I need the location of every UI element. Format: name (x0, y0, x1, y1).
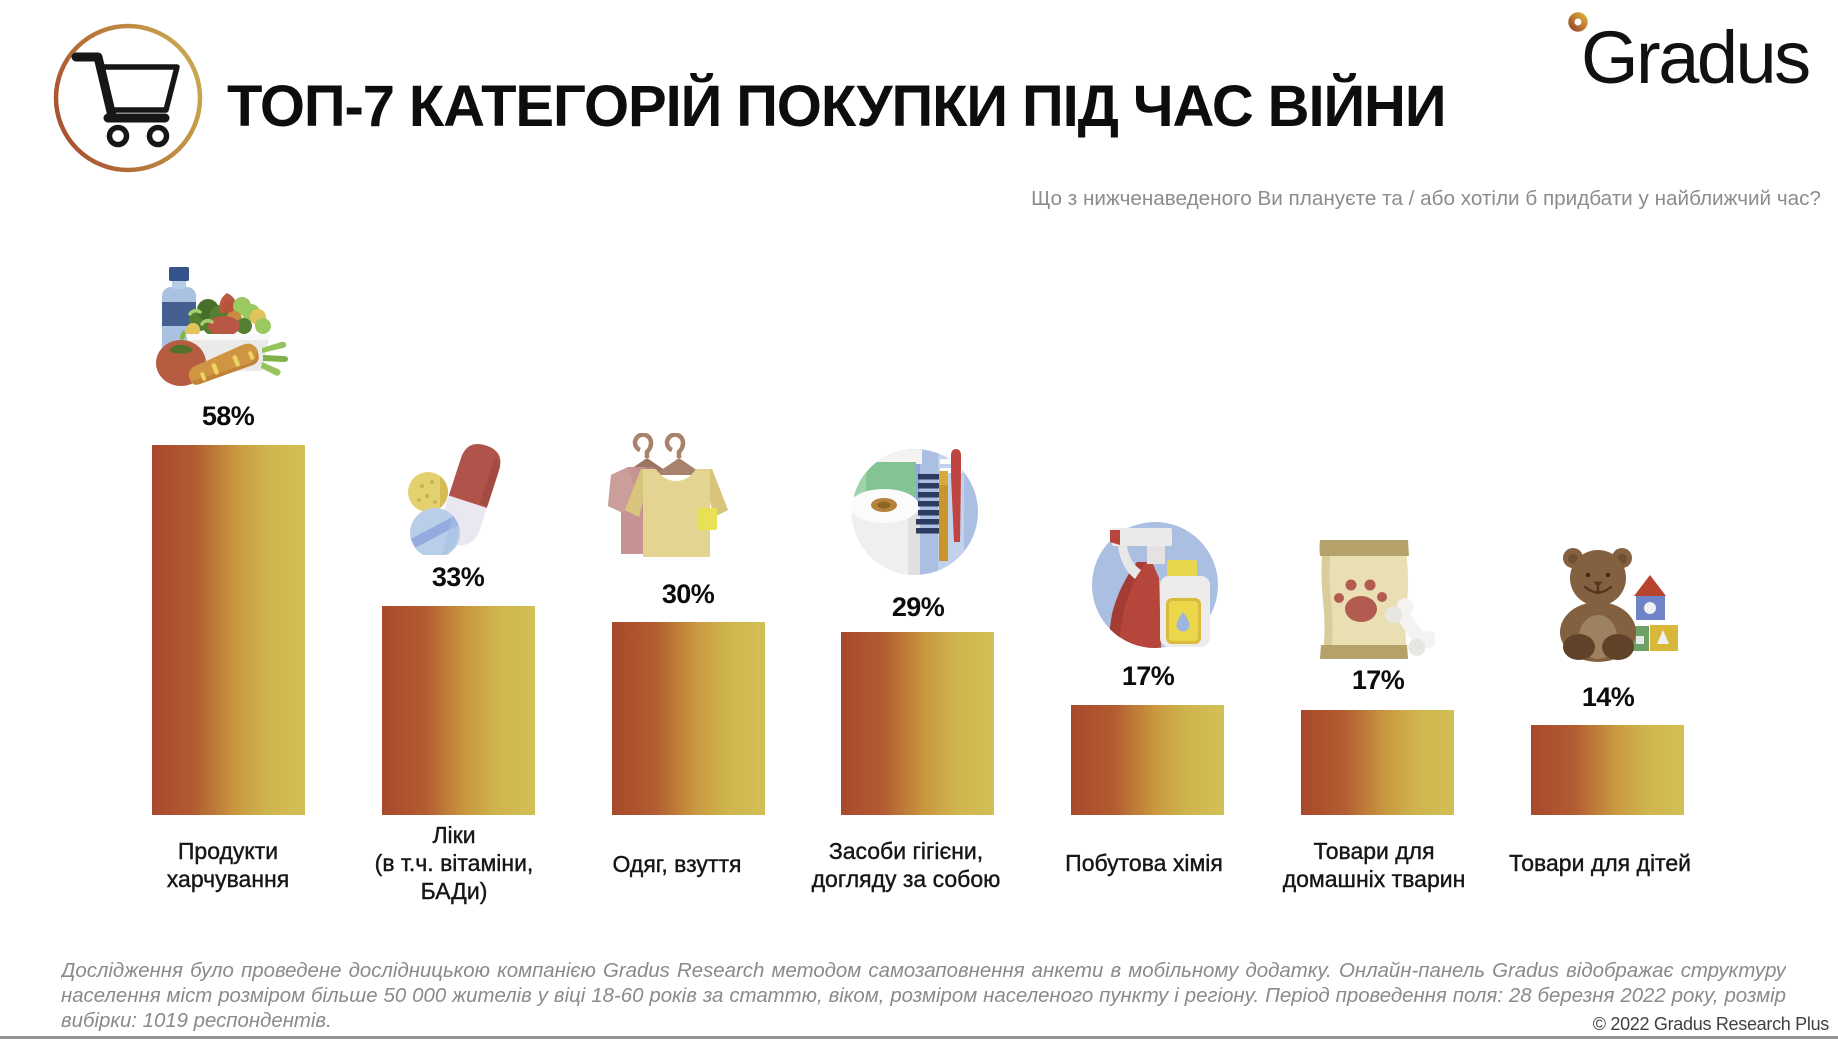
svg-text:Gradus: Gradus (1581, 16, 1809, 97)
